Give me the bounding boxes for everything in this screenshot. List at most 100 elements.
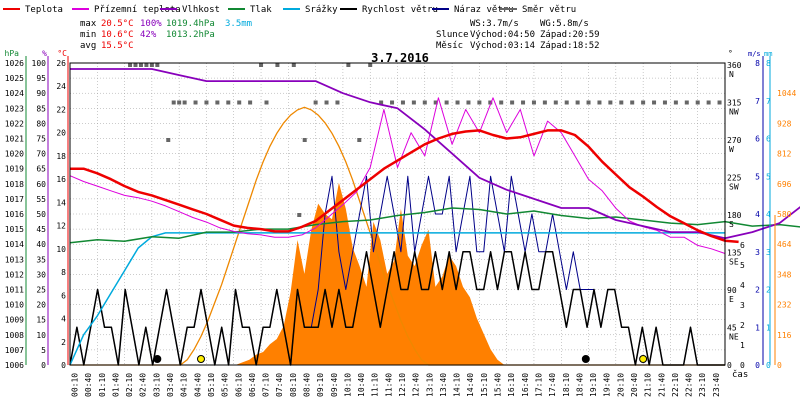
- wind-direction-point: [313, 100, 318, 105]
- x-tick-label: 16:40: [521, 373, 530, 397]
- marker-sun-rise: [197, 355, 205, 363]
- axis-tick-percent: 45: [36, 225, 46, 234]
- axis-tick-hpa: 1024: [5, 89, 24, 98]
- axis-tick-percent: 55: [36, 195, 46, 204]
- axis-tick-ms: 7: [755, 97, 760, 106]
- axis-tick-temp: 26: [56, 59, 66, 68]
- axis-unit-mm: mm: [764, 50, 772, 58]
- wind-direction-point: [586, 100, 591, 105]
- stats-min-temp: 10.6°C: [101, 30, 134, 40]
- axis-tick-hpa: 1016: [5, 210, 24, 219]
- info-moon-rise: Východ:03:14: [470, 41, 535, 51]
- x-tick-label: 14:40: [466, 373, 475, 397]
- x-tick-label: 11:40: [384, 373, 393, 397]
- axis-tick-wind-dir: N: [729, 70, 734, 79]
- x-tick-label: 06:40: [248, 373, 257, 397]
- axis-tick-ms: 5: [755, 172, 760, 181]
- axis-unit-percent: %: [42, 49, 47, 58]
- wind-direction-point: [128, 63, 133, 67]
- marker-moon-set: [581, 355, 590, 363]
- axis-tick-hpa: 1019: [5, 165, 24, 174]
- axis-tick-temp: 20: [56, 129, 66, 138]
- axis-tick-hpa: 1021: [5, 135, 24, 144]
- axis-tick-hpa: 1015: [5, 225, 24, 234]
- axis-tick-ms: 6: [755, 135, 760, 144]
- axis-tick-mm: 2: [766, 286, 771, 295]
- axis-unit-hpa: hPa: [5, 49, 20, 58]
- info-sun-label: Slunce: [436, 30, 469, 40]
- axis-tick-wm2: 116: [777, 331, 792, 340]
- legend-label: Směr větru: [522, 5, 576, 15]
- x-tick-label: 00:10: [71, 373, 80, 397]
- wind-direction-point: [433, 100, 438, 105]
- x-tick-label: 19:40: [603, 373, 612, 397]
- legend-label: Přízemní teplota: [94, 5, 181, 15]
- legend-label: Vlhkost: [182, 5, 220, 15]
- wind-direction-point: [553, 100, 558, 105]
- axis-tick-ms-small: 3: [740, 301, 745, 310]
- legend-label: Teplota: [25, 5, 63, 15]
- axis-tick-wind-deg: 315: [727, 99, 742, 108]
- wind-direction-point: [264, 100, 269, 105]
- wind-direction-point: [177, 100, 182, 105]
- axis-tick-hpa: 1023: [5, 104, 24, 113]
- x-tick-label: 18:10: [562, 373, 571, 397]
- axis-tick-percent: 70: [36, 150, 46, 159]
- axis-tick-temp: 12: [56, 222, 66, 231]
- wind-direction-point: [597, 100, 602, 105]
- x-tick-label: 03:40: [166, 373, 175, 397]
- wind-direction-point: [608, 100, 613, 105]
- axis-tick-percent: 60: [36, 180, 46, 189]
- axis-tick-percent: 0: [41, 361, 46, 370]
- x-tick-label: 13:10: [425, 373, 434, 397]
- axis-tick-wind-dir: W: [729, 145, 734, 154]
- x-tick-label: 22:10: [671, 373, 680, 397]
- wind-direction-point: [144, 63, 149, 67]
- axis-tick-ms: 8: [755, 59, 760, 68]
- wind-direction-point: [684, 100, 689, 105]
- axis-tick-mm: 4: [766, 210, 771, 219]
- x-tick-label: 02:10: [125, 373, 134, 397]
- axis-tick-mm: 5: [766, 172, 771, 181]
- stats-max-label: max: [80, 19, 97, 29]
- wind-direction-point: [368, 63, 373, 67]
- axis-tick-wind-deg: 270: [727, 136, 742, 145]
- plot-frame: [69, 62, 726, 366]
- axis-tick-ms: 2: [755, 286, 760, 295]
- wind-direction-point: [155, 63, 160, 67]
- axis-tick-wind-deg: 225: [727, 174, 742, 183]
- wind-direction-point: [302, 138, 307, 142]
- x-tick-label: 16:10: [507, 373, 516, 397]
- axis-tick-ms-small: 1: [740, 341, 745, 350]
- wind-direction-point: [149, 63, 154, 67]
- info-moon-label: Měsíc: [436, 41, 463, 51]
- wind-direction-point: [237, 100, 242, 105]
- x-tick-label: 09:10: [316, 373, 325, 397]
- axis-tick-ms: 3: [755, 248, 760, 257]
- stats-avg-temp: 15.5°C: [101, 41, 134, 51]
- x-tick-label: 13:40: [439, 373, 448, 397]
- wind-direction-point: [641, 100, 646, 105]
- wind-direction-point: [346, 63, 351, 67]
- axis-tick-hpa: 1009: [5, 316, 24, 325]
- wind-direction-point: [248, 100, 253, 105]
- x-tick-label: 03:10: [152, 373, 161, 397]
- series-line-přízemní-teplota: [69, 97, 726, 254]
- wind-direction-point: [466, 100, 471, 105]
- stats-max-press: 1019.4hPa: [166, 19, 215, 29]
- wind-direction-point: [138, 63, 143, 67]
- wind-direction-point: [335, 100, 340, 105]
- axis-tick-hpa: 1008: [5, 331, 24, 340]
- marker-moon-rise: [153, 355, 162, 363]
- wind-direction-point: [673, 100, 678, 105]
- wind-direction-point: [171, 100, 176, 105]
- wind-direction-point: [422, 100, 427, 105]
- axis-tick-wm2: 580: [777, 210, 792, 219]
- legend-label: Rychlost větru: [362, 5, 438, 15]
- axis-tick-ms-small: 4: [740, 281, 745, 290]
- wind-direction-point: [455, 100, 460, 105]
- x-tick-label: 15:10: [480, 373, 489, 397]
- legend-label: Srážky: [305, 5, 338, 15]
- axis-tick-percent: 80: [36, 119, 46, 128]
- axis-tick-mm: 1: [766, 323, 771, 332]
